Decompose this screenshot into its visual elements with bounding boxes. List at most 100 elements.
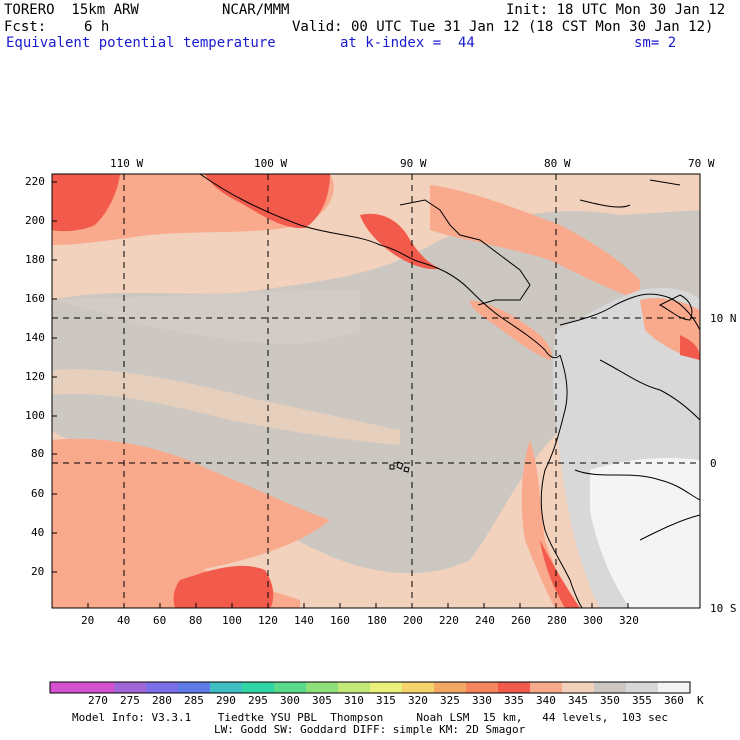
y-tick-label: 60 xyxy=(31,487,45,500)
x-tick-label: 60 xyxy=(153,614,167,627)
y-tick-label: 40 xyxy=(31,526,45,539)
colorbar-swatch xyxy=(530,682,563,693)
x-tick-label: 260 xyxy=(511,614,531,627)
salmon-region xyxy=(521,440,580,608)
x-tick-label: 140 xyxy=(294,614,314,627)
red-region xyxy=(360,213,440,270)
x-tick-label: 160 xyxy=(330,614,350,627)
lon-label-70w: 70 W xyxy=(688,157,715,170)
lat-label-10n: 10 N xyxy=(710,312,737,325)
red-region xyxy=(173,565,274,608)
colorbar-label: 345 xyxy=(568,694,588,707)
country-border xyxy=(574,359,701,541)
y-tick-label: 200 xyxy=(25,214,45,227)
colorbar-swatch xyxy=(370,682,403,693)
y-tick-label: 20 xyxy=(31,565,45,578)
coastline-caribbean-islands xyxy=(649,179,681,186)
lat-label-10s: 10 S xyxy=(710,602,737,615)
colorbar-label: 285 xyxy=(184,694,204,707)
salmon-region xyxy=(470,300,552,360)
x-tick-label: 280 xyxy=(547,614,567,627)
y-tick-label: 120 xyxy=(25,370,45,383)
colorbar-swatch xyxy=(210,682,243,693)
coastline-south-america xyxy=(658,294,693,321)
x-tick-marks xyxy=(87,603,629,608)
colorbar-unit: K xyxy=(697,694,704,707)
field-name: Equivalent potential temperature xyxy=(6,35,276,51)
colorbar-frame xyxy=(49,681,691,694)
colorbar-label: 320 xyxy=(408,694,428,707)
forecast-label: Fcst: xyxy=(4,19,47,35)
colorbar-label: 350 xyxy=(600,694,620,707)
y-tick-label: 160 xyxy=(25,292,45,305)
y-tick-label: 100 xyxy=(25,409,45,422)
colorbar-swatch xyxy=(306,682,339,693)
y-tick-label: 220 xyxy=(25,175,45,188)
shaded-field xyxy=(52,174,700,608)
x-tick-label: 220 xyxy=(439,614,459,627)
colorbar-label: 300 xyxy=(280,694,300,707)
graticule xyxy=(52,174,700,608)
coastline-south-america xyxy=(540,354,583,609)
x-tick-label: 100 xyxy=(222,614,242,627)
x-tick-label: 320 xyxy=(619,614,639,627)
colorbar-label: 310 xyxy=(344,694,364,707)
colorbar-label: 355 xyxy=(632,694,652,707)
lon-label-80w: 80 W xyxy=(544,157,571,170)
valid-time: Valid: 00 UTC Tue 31 Jan 12 (18 CST Mon … xyxy=(292,19,714,35)
colorbar-swatch xyxy=(274,682,307,693)
colorbar-label: 340 xyxy=(536,694,556,707)
colorbar-label: 325 xyxy=(440,694,460,707)
lon-label-110w: 110 W xyxy=(110,157,144,170)
colorbar-swatch xyxy=(402,682,435,693)
x-tick-label: 40 xyxy=(117,614,131,627)
y-tick-label: 180 xyxy=(25,253,45,266)
lat-label-0: 0 xyxy=(710,457,717,470)
lon-label-100w: 100 W xyxy=(254,157,288,170)
y-tick-marks xyxy=(52,181,57,573)
grey-band-region xyxy=(52,290,360,344)
colorbar-label: 315 xyxy=(376,694,396,707)
y-tick-label: 140 xyxy=(25,331,45,344)
colorbar-label: 360 xyxy=(664,694,684,707)
organization-label: NCAR/MMM xyxy=(222,2,290,18)
y-tick-label: 80 xyxy=(31,447,45,460)
coastline xyxy=(199,173,701,609)
colorbar-swatch xyxy=(338,682,371,693)
x-tick-label: 80 xyxy=(189,614,203,627)
coastline-south-america xyxy=(559,293,701,331)
colorbar-label: 290 xyxy=(216,694,236,707)
colorbar-label: 335 xyxy=(504,694,524,707)
colorbar-label: 280 xyxy=(152,694,172,707)
x-tick-label: 20 xyxy=(81,614,95,627)
coastline-central-america xyxy=(399,199,531,306)
colorbar-swatch xyxy=(626,682,659,693)
model-title: TORERO 15km ARW xyxy=(4,2,139,18)
colorbar-swatch xyxy=(242,682,275,693)
x-tick-label: 300 xyxy=(583,614,603,627)
colorbar-label: 295 xyxy=(248,694,268,707)
model-info-line: Model Info: V3.3.1 Tiedtke YSU PBL Thomp… xyxy=(72,711,669,724)
colorbar-label: 275 xyxy=(120,694,140,707)
colorbar-swatch xyxy=(594,682,627,693)
white-land-region xyxy=(590,458,700,608)
galapagos-islands xyxy=(389,461,410,473)
x-tick-label: 240 xyxy=(475,614,495,627)
lon-label-90w: 90 W xyxy=(400,157,427,170)
physics-info-line: LW: Godd SW: Goddard DIFF: simple KM: 2D… xyxy=(214,723,526,736)
colorbar-swatch xyxy=(50,682,83,693)
red-region xyxy=(680,335,700,360)
colorbar-swatch xyxy=(178,682,211,693)
colorbar-swatch xyxy=(82,682,115,693)
colorbar xyxy=(50,682,691,693)
level-info: at k-index = 44 xyxy=(340,35,475,51)
colorbar-swatch xyxy=(146,682,179,693)
colorbar-label: 270 xyxy=(88,694,108,707)
coastline-central-america xyxy=(199,173,561,359)
coastline-caribbean-islands xyxy=(579,199,631,208)
colorbar-swatch xyxy=(434,682,467,693)
forecast-hours: 6 h xyxy=(84,19,110,35)
colorbar-label: 305 xyxy=(312,694,332,707)
colorbar-swatch xyxy=(498,682,531,693)
